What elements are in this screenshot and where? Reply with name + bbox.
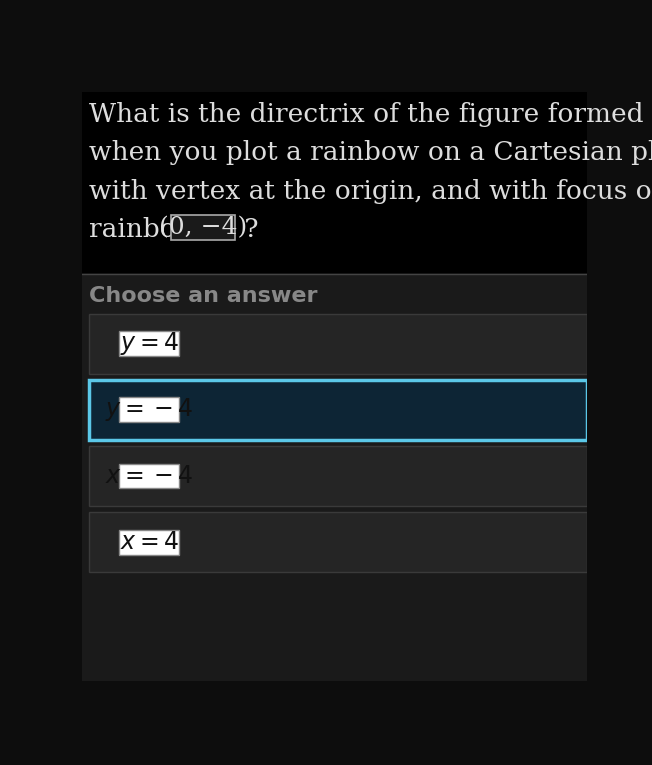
FancyBboxPatch shape xyxy=(89,314,587,373)
Text: rainbow at: rainbow at xyxy=(89,217,233,243)
Text: $x = 4$: $x = 4$ xyxy=(120,531,179,554)
Text: $x = -4$: $x = -4$ xyxy=(105,464,194,487)
FancyBboxPatch shape xyxy=(119,398,179,422)
FancyBboxPatch shape xyxy=(119,530,179,555)
FancyBboxPatch shape xyxy=(82,92,587,273)
FancyBboxPatch shape xyxy=(119,331,179,356)
Text: Choose an answer: Choose an answer xyxy=(89,286,318,306)
FancyBboxPatch shape xyxy=(89,513,587,572)
Text: (0, −4): (0, −4) xyxy=(159,216,247,239)
Text: with vertex at the origin, and with focus of the: with vertex at the origin, and with focu… xyxy=(89,179,652,203)
FancyBboxPatch shape xyxy=(89,379,587,440)
Text: $y = -4$: $y = -4$ xyxy=(105,396,194,423)
Text: when you plot a rainbow on a Cartesian plane: when you plot a rainbow on a Cartesian p… xyxy=(89,140,652,165)
Text: ?: ? xyxy=(236,217,258,243)
FancyBboxPatch shape xyxy=(119,464,179,488)
FancyBboxPatch shape xyxy=(171,215,235,239)
Text: What is the directrix of the figure formed: What is the directrix of the figure form… xyxy=(89,102,644,127)
FancyBboxPatch shape xyxy=(82,275,587,681)
FancyBboxPatch shape xyxy=(89,446,587,506)
Text: $y = 4$: $y = 4$ xyxy=(120,330,179,357)
